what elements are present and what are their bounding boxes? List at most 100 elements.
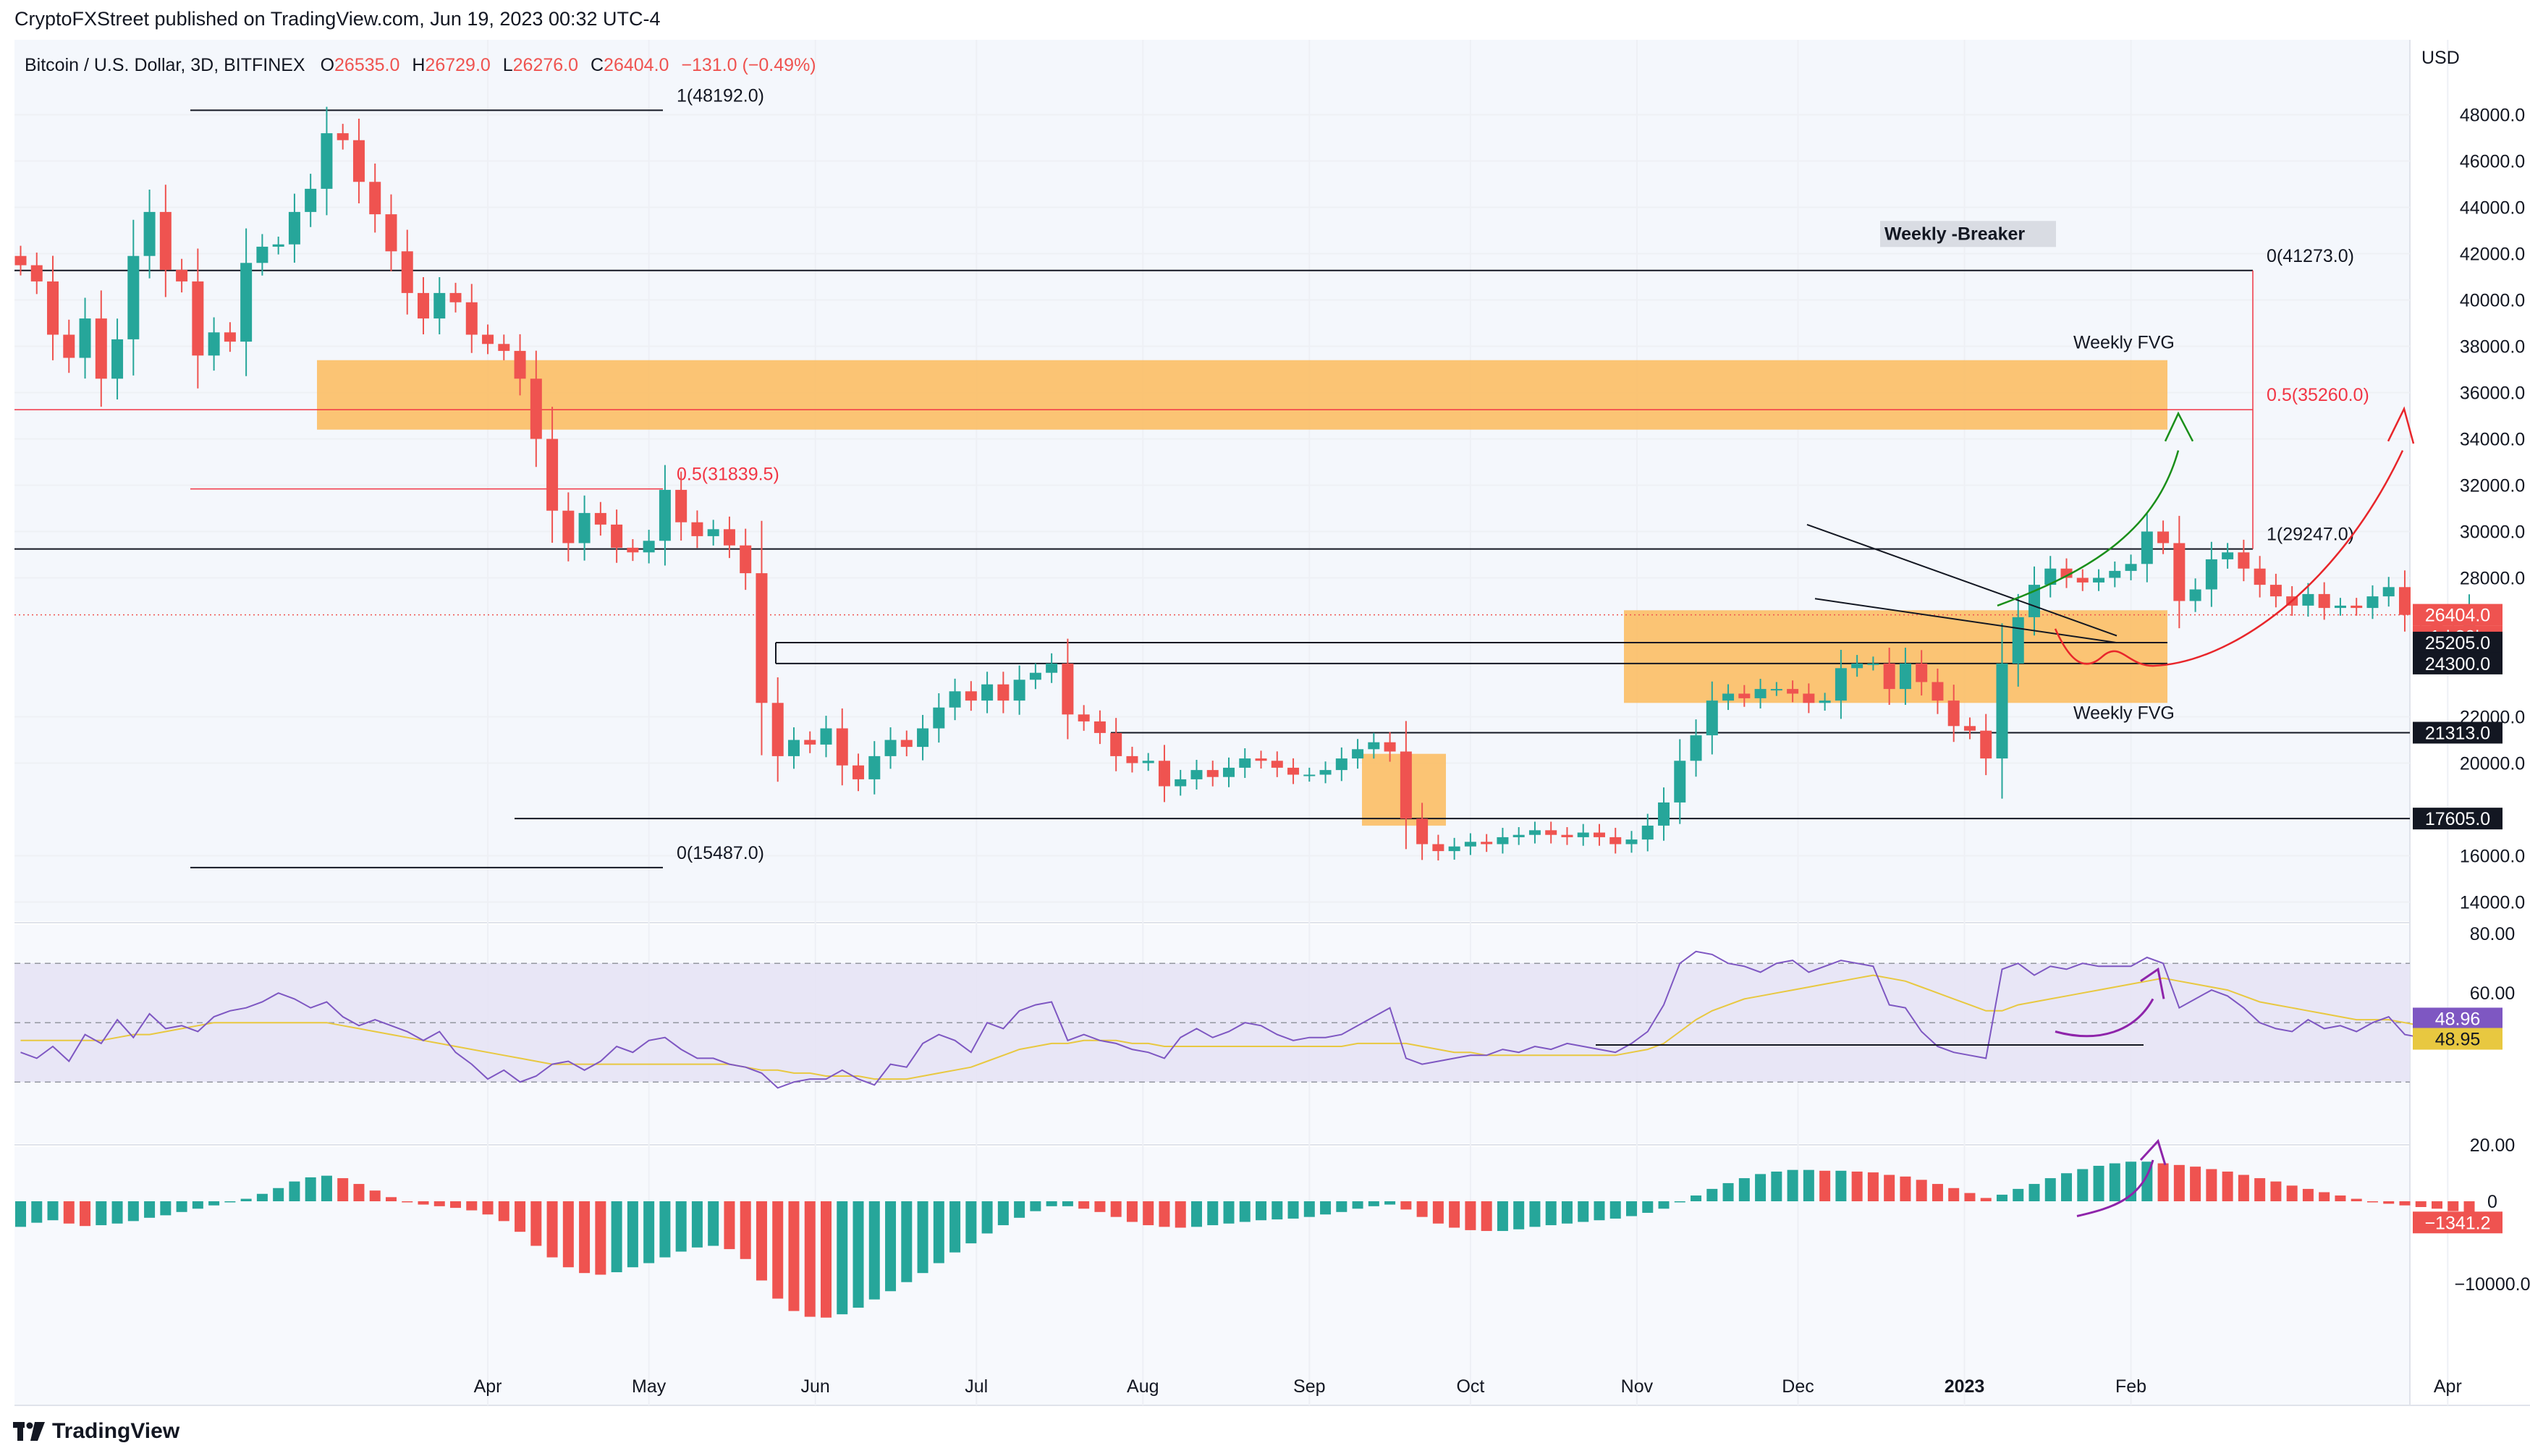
price-tick-label: 48000.0 <box>2460 106 2525 126</box>
macd-bar <box>837 1201 848 1315</box>
x-tick-label: Aug <box>1127 1376 1159 1397</box>
macd-bar <box>80 1201 91 1227</box>
macd-bar <box>1691 1195 1702 1201</box>
macd-bar <box>627 1201 638 1268</box>
low-value: 26276.0 <box>513 55 578 75</box>
candle-body <box>1223 767 1235 777</box>
candle-body <box>1851 663 1863 669</box>
candle-body <box>675 489 688 522</box>
macd-bar <box>111 1201 123 1224</box>
macd-bar <box>1722 1182 1734 1201</box>
candle-body <box>143 211 156 256</box>
candle-body <box>159 211 172 270</box>
candle-body <box>514 350 526 379</box>
candle-body <box>740 545 752 574</box>
rsi-projection <box>2055 998 2154 1038</box>
macd-bar <box>2044 1178 2056 1201</box>
symbol-title: Bitcoin / U.S. Dollar, 3D, BITFINEX <box>25 55 305 75</box>
candle-body <box>2351 605 2363 609</box>
candle-body <box>1271 761 1283 768</box>
price-label: 17605.0 <box>2425 809 2490 829</box>
candle-body <box>1561 834 1573 837</box>
macd-bar <box>1626 1201 1637 1216</box>
candle-body <box>30 265 43 282</box>
high-value: 26729.0 <box>425 55 490 75</box>
fib-label: 1(29247.0) <box>2267 525 2354 545</box>
candle-body <box>756 573 768 703</box>
macd-pane[interactable] <box>14 1147 2410 1405</box>
candle-body <box>1609 837 1622 845</box>
fvg-zone <box>1624 610 2167 703</box>
candle-body <box>2334 605 2346 609</box>
macd-bar <box>1368 1201 1379 1206</box>
macd-bar <box>1175 1201 1186 1228</box>
candle-body <box>1046 663 1058 673</box>
close-value: 26404.0 <box>604 55 669 75</box>
candle-body <box>2157 531 2170 543</box>
macd-bar <box>901 1201 913 1282</box>
gridlines <box>14 40 2449 1405</box>
macd-bar <box>1046 1201 1057 1206</box>
macd-bar <box>1384 1201 1396 1205</box>
macd-bar <box>852 1201 864 1308</box>
macd-value-label: −1341.2 <box>2424 1213 2490 1233</box>
candle-body <box>2125 564 2137 571</box>
macd-bar <box>1996 1194 2008 1201</box>
candle-body <box>804 740 816 745</box>
candle-body <box>1303 774 1316 776</box>
tradingview-logo[interactable]: TradingView <box>13 1417 179 1446</box>
macd-bar <box>1143 1201 1154 1226</box>
macd-arrowhead <box>2139 1138 2167 1166</box>
candle-body <box>723 529 735 546</box>
candle-body <box>1512 834 1525 837</box>
candle-body <box>627 547 639 553</box>
macd-bar <box>96 1201 107 1226</box>
macd-bar <box>965 1201 977 1244</box>
symbol-legend[interactable]: Bitcoin / U.S. Dollar, 3D, BITFINEX O265… <box>25 55 816 75</box>
price-tick-label: 46000.0 <box>2460 152 2525 172</box>
price-pane[interactable] <box>14 40 2410 921</box>
candle-body <box>2205 559 2217 590</box>
fvg-zones <box>317 360 2167 826</box>
macd-bar <box>1126 1201 1138 1222</box>
candle-body <box>997 684 1010 701</box>
candle-body <box>401 251 413 293</box>
macd-bar <box>2302 1188 2314 1201</box>
macd-bar <box>1030 1201 1041 1211</box>
price-label: 24300.0 <box>2425 654 2490 674</box>
publisher-line: CryptoFXStreet published on TradingView.… <box>14 8 661 30</box>
candle-body <box>2109 570 2121 578</box>
macd-bar <box>1771 1171 1782 1201</box>
price-tick-label: 34000.0 <box>2460 430 2525 450</box>
macd-bar <box>2270 1181 2282 1201</box>
macd-bar <box>2432 1201 2442 1209</box>
candle-body <box>1835 668 1847 701</box>
macd-bar <box>1529 1201 1541 1227</box>
macd-bar <box>933 1201 944 1264</box>
macd-bar <box>1900 1176 1911 1201</box>
macd-bar <box>772 1201 784 1299</box>
candles[interactable] <box>14 106 2492 861</box>
macd-bar <box>1272 1201 1283 1220</box>
candle-body <box>530 378 542 439</box>
macd-bar <box>321 1175 332 1201</box>
candle-body <box>337 133 349 140</box>
candle-body <box>1400 751 1412 819</box>
macd-bar <box>1594 1201 1605 1221</box>
macd-bar <box>675 1201 687 1252</box>
macd-histogram[interactable] <box>15 1138 2475 1318</box>
price-tick-label: 42000.0 <box>2460 245 2525 265</box>
macd-bar <box>611 1201 622 1273</box>
macd-bar <box>595 1201 606 1275</box>
rsi-indicator[interactable] <box>14 950 2486 1089</box>
macd-value-bg <box>2413 1211 2502 1234</box>
x-tick-label: Jun <box>801 1376 830 1397</box>
candle-body <box>1368 742 1380 750</box>
macd-bar <box>1803 1169 1814 1201</box>
candle-body <box>449 292 462 302</box>
x-tick-label: May <box>632 1376 667 1397</box>
bullish-arrowhead <box>2164 411 2194 442</box>
macd-bar <box>885 1201 897 1292</box>
candle-body <box>224 332 236 342</box>
